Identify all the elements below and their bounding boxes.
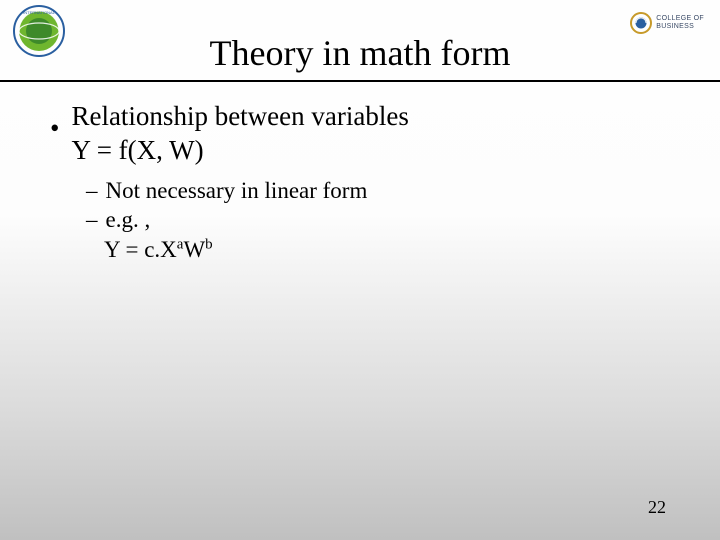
svg-text:INTERNATIONAL: INTERNATIONAL [23, 10, 55, 15]
college-text-bottom: BUSINESS [656, 23, 704, 31]
org-logo-left: INTERNATIONAL [12, 4, 66, 58]
bullet-text: Relationship between variables Y = f(X, … [71, 100, 408, 168]
eq-mid: W [183, 237, 205, 262]
dash-marker: – [86, 176, 98, 206]
sub-equation: Y = c.XaWb [104, 235, 670, 265]
page-number: 22 [648, 497, 666, 518]
eq-prefix: Y = c.X [104, 237, 177, 262]
eq-sup-b: b [205, 237, 212, 253]
dash-marker: – [86, 205, 98, 235]
bullet-marker: • [50, 112, 59, 146]
sub-list: – Not necessary in linear form – e.g. , … [86, 176, 670, 266]
bullet-line1: Relationship between variables [71, 101, 408, 131]
slide-title: Theory in math form [0, 0, 720, 74]
org-logo-right: COLLEGE OF BUSINESS [630, 12, 704, 34]
sub-item-2: – e.g. , [86, 205, 670, 235]
slide-body: • Relationship between variables Y = f(X… [0, 82, 720, 265]
sub-item-1: – Not necessary in linear form [86, 176, 670, 206]
sub-text-1: Not necessary in linear form [106, 176, 368, 206]
college-seal-icon [630, 12, 652, 34]
college-text-top: COLLEGE OF [656, 15, 704, 23]
bullet-line2: Y = f(X, W) [71, 134, 408, 168]
college-logo-text: COLLEGE OF BUSINESS [656, 15, 704, 30]
bullet-item: • Relationship between variables Y = f(X… [50, 100, 670, 168]
sub-text-2: e.g. , [106, 205, 151, 235]
green-globe-icon: INTERNATIONAL [12, 4, 66, 58]
